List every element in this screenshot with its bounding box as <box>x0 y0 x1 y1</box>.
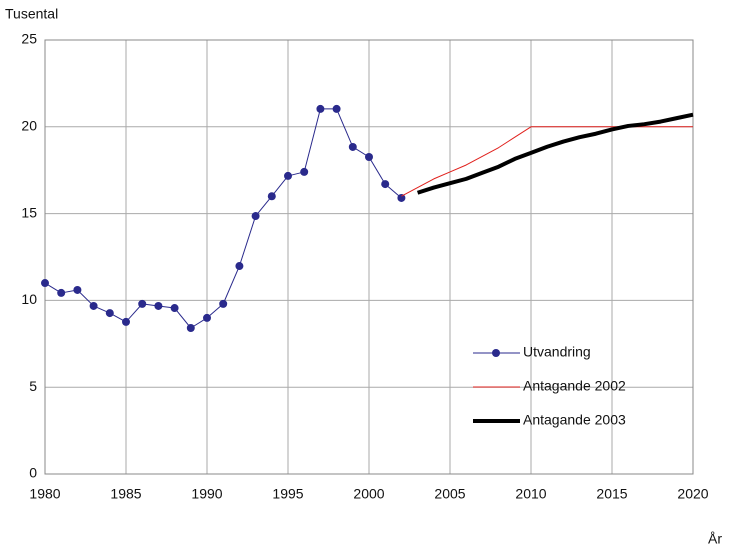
x-tick-label: 2015 <box>596 486 627 502</box>
data-point <box>41 279 49 288</box>
x-tick-label: 1985 <box>110 486 141 502</box>
x-tick-label: 2005 <box>434 486 465 502</box>
x-axis-label: År <box>708 531 722 547</box>
legend-marker <box>492 349 500 357</box>
series-line <box>44 108 402 329</box>
data-point <box>381 180 390 189</box>
y-axis-label: Tusental <box>5 6 58 22</box>
data-point <box>332 104 341 113</box>
series-line <box>401 126 693 197</box>
y-tick-label: 0 <box>29 465 37 481</box>
data-point <box>57 288 66 297</box>
data-point <box>73 285 82 294</box>
y-tick-label: 20 <box>21 118 37 134</box>
data-point <box>300 167 309 176</box>
data-point <box>219 299 228 308</box>
data-point <box>89 301 98 310</box>
x-tick-label: 2020 <box>677 486 708 502</box>
data-point <box>203 313 211 322</box>
data-point <box>138 299 147 308</box>
x-tick-label: 2000 <box>353 486 384 502</box>
y-tick-label: 10 <box>21 291 37 307</box>
data-point <box>397 193 406 202</box>
data-point <box>235 262 244 271</box>
x-tick-label: 1995 <box>272 486 303 502</box>
legend-label: Antagande 2003 <box>523 412 626 428</box>
data-point <box>365 153 373 162</box>
x-tick-label: 1990 <box>191 486 222 502</box>
data-point <box>154 301 163 310</box>
y-tick-label: 15 <box>21 204 37 220</box>
x-tick-label: 1980 <box>29 486 60 502</box>
data-point <box>186 324 195 333</box>
data-point <box>251 212 260 221</box>
data-point <box>105 309 114 318</box>
data-point <box>267 192 276 201</box>
data-point <box>170 304 179 313</box>
legend-label: Antagande 2002 <box>523 378 626 394</box>
y-tick-label: 5 <box>29 378 37 394</box>
plot-border <box>44 39 694 475</box>
x-tick-label: 2010 <box>515 486 546 502</box>
data-point <box>348 142 357 151</box>
data-point <box>122 317 130 326</box>
series-line <box>416 112 694 195</box>
data-point <box>284 171 292 180</box>
data-point <box>316 104 325 113</box>
legend-label: Utvandring <box>523 344 591 360</box>
y-tick-label: 25 <box>21 31 37 47</box>
